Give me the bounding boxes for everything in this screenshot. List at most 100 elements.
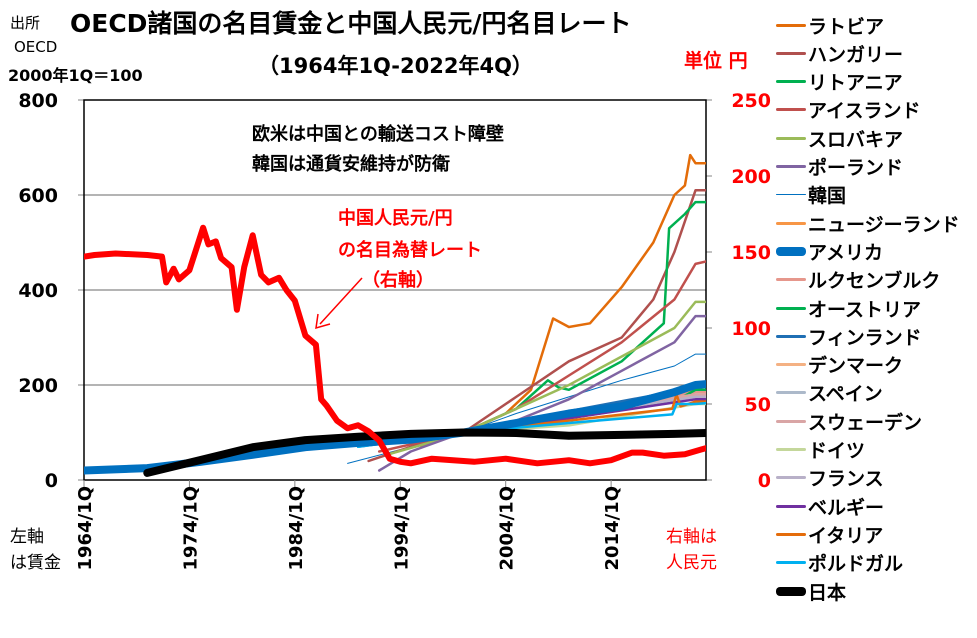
legend-label: フィンランド [808,326,922,349]
legend-swatch [776,23,806,27]
source-label: 出所 [10,14,41,32]
legend-label: ニュージーランド [808,213,960,236]
left-axis-note2: は賃金 [10,553,61,573]
legend-swatch [776,165,806,168]
legend-label: アメリカ [808,241,884,264]
legend-label: ベルギー [808,496,885,519]
right-axis-tick-label: 50 [745,394,771,416]
yuan-label-line1: 中国人民元/円 [338,208,453,229]
legend-item: オーストリア [776,295,921,321]
annotation-arrow-head [315,313,331,330]
legend-swatch [776,80,806,84]
legend-label: スペイン [808,383,883,406]
left-axis-note1: 左軸 [10,527,44,547]
chart-title: OECD諸国の名目賃金と中国人民元/円名目レート [70,9,632,38]
legend-item: スロバキア [776,125,903,151]
right-axis-unit: 単位 円 [684,50,748,72]
source-name: OECD [14,38,58,56]
x-axis-tick-label: 1994/1Q [391,486,412,571]
legend-label: ポルドガル [808,553,904,576]
right-axis-tick-label: 200 [731,166,771,188]
legend-label: スウェーデン [808,411,923,434]
legend-label: 日本 [808,581,847,604]
right-axis-note2: 人民元 [666,553,717,573]
legend-swatch [776,363,806,367]
x-axis-tick-label: 2014/1Q [602,486,623,571]
left-axis-tick-label: 400 [18,280,58,302]
series-line-ポーランド [377,314,706,472]
legend-label: ルクセンブルク [808,270,941,293]
right-axis-tick-label: 150 [731,242,771,264]
legend-swatch [776,419,806,423]
right-axis-note1: 右軸は [666,527,717,547]
left-axis-tick-label: 600 [18,185,58,207]
legend-swatch [776,306,806,310]
right-axis-tick-label: 0 [758,470,771,492]
x-axis-tick-label: 2004/1Q [497,486,518,571]
series-line-日本 [143,428,706,477]
x-axis-tick-label: 1984/1Q [286,486,307,571]
legend-item: リトアニア [776,69,903,95]
legend-swatch [776,221,806,225]
x-axis-tick-label: 1964/1Q [75,486,96,571]
legend-item: アイスランド [776,97,920,123]
legend-swatch [776,586,806,596]
legend-item: アメリカ [776,238,883,264]
legend-item: スウェーデン [776,408,922,434]
legend-label: イタリア [808,524,884,547]
chart-subtitle: （1964年1Q-2022年4Q） [258,54,533,78]
right-axis-tick-label: 100 [731,318,771,340]
legend-item: フィンランド [776,323,922,349]
base-note: 2000年1Q＝100 [8,66,143,85]
legend-swatch [776,278,806,282]
legend-item: ベルギー [776,493,884,519]
legend-item: スペイン [776,380,883,406]
annotation-korea: 韓国は通貨安維持が防衛 [252,154,450,175]
legend-swatch [776,108,806,112]
left-axis-tick-label: 200 [18,375,58,397]
legend-label: ラトビア [808,15,885,38]
legend-swatch [776,194,806,196]
series-line-yuan-jpy [84,224,706,467]
legend-swatch [776,532,806,536]
left-axis-tick-label: 0 [45,470,58,492]
legend-label: ドイツ [808,440,866,462]
legend-item: イタリア [776,521,883,547]
legend-label: スロバキア [808,128,904,151]
legend-item: デンマーク [776,352,903,378]
legend-swatch [776,476,806,480]
legend-swatch [776,334,806,338]
legend-item: ラトビア [776,12,884,38]
legend-swatch [776,246,806,256]
plot-area-border [83,99,707,481]
x-axis-tick-label: 1974/1Q [180,486,201,571]
legend-label: フランス [808,468,884,491]
legend-item: ルクセンブルク [776,267,940,293]
legend-item: ニュージーランド [776,210,960,236]
yuan-label-line3: （右軸） [362,270,434,291]
legend-item: ポルドガル [776,550,903,576]
legend-swatch [776,504,806,508]
legend-item: ドイツ [776,437,865,463]
annotation-western: 欧米は中国との輸送コスト障壁 [252,124,504,145]
legend-item: ハンガリー [776,40,903,66]
annotation-arrow-shaft [319,277,363,325]
legend-swatch [776,561,806,565]
legend-item: フランス [776,465,884,491]
legend-item: 韓国 [776,182,846,208]
legend-label: デンマーク [808,355,904,378]
legend-label: ポーランド [808,157,904,179]
legend-label: リトアニア [808,72,903,95]
right-axis-tick-label: 250 [731,90,771,112]
legend-label: 韓国 [808,185,847,208]
legend-item: ポーランド [776,154,903,180]
legend-label: ハンガリー [808,43,904,66]
legend-swatch [776,51,806,55]
yuan-label-line2: の名目為替レート [338,240,482,261]
legend-label: アイスランド [808,100,921,123]
legend-label: オーストリア [808,298,922,321]
left-axis-tick-label: 800 [18,90,58,112]
series-line-ラトビア [420,153,706,449]
